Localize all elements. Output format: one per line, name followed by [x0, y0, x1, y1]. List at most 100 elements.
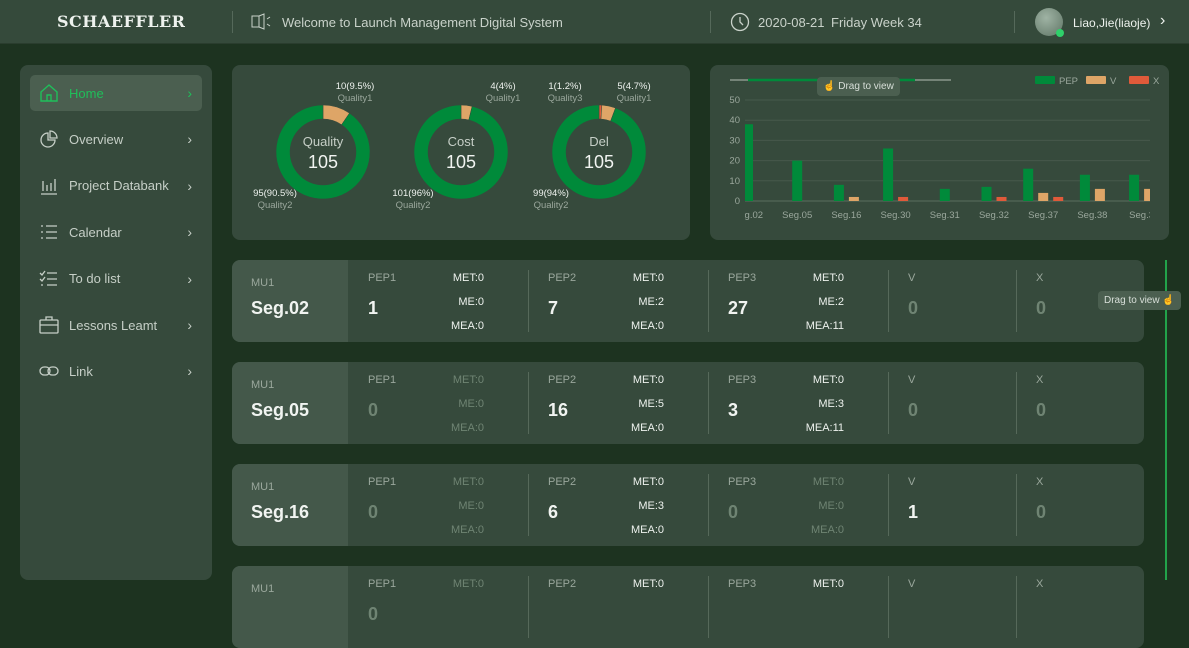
divider	[1016, 576, 1017, 638]
pep-value: 0	[368, 502, 379, 522]
sidebar-item-link[interactable]: Link ›	[30, 353, 202, 389]
divider	[710, 11, 711, 33]
hand-icon: ☝	[823, 81, 839, 92]
bar-v[interactable]	[848, 196, 859, 201]
x-label: X	[1036, 476, 1044, 488]
bar-pep[interactable]	[1023, 168, 1034, 201]
list-icon	[41, 225, 57, 239]
sidebar-item-project-databank[interactable]: Project Databank ›	[30, 168, 202, 204]
online-status-icon	[1056, 29, 1064, 37]
chevron-right-icon[interactable]: ›	[1160, 12, 1166, 29]
donut-slice[interactable]	[551, 104, 647, 200]
bar-x[interactable]	[996, 196, 1007, 201]
pep-label: PEP1	[368, 476, 397, 488]
bar-x[interactable]	[1053, 196, 1064, 201]
bar-pep[interactable]	[981, 186, 992, 201]
pep-label: PEP2	[548, 272, 577, 284]
sidebar-item-home[interactable]: Home ›	[30, 75, 202, 111]
legend-swatch[interactable]	[1035, 76, 1055, 84]
divider	[528, 474, 529, 536]
mea-value: MEA:11	[805, 320, 844, 332]
sidebar-item-label: Lessons Leamt	[69, 317, 158, 333]
bar-pep[interactable]	[939, 188, 950, 201]
slice-name-label: Quality2	[258, 200, 293, 211]
donut-slice[interactable]	[413, 104, 509, 200]
sidebar-item-overview[interactable]: Overview ›	[30, 121, 202, 157]
bar-chart: 0 10 20 30 40 50 Seg.02 Seg.05 Seg.16 Seg.30 Seg.3…	[729, 76, 1160, 221]
mea-value: MEA:0	[630, 320, 664, 332]
sidebar-item-lessons-leamt[interactable]: Lessons Leamt ›	[30, 307, 202, 343]
me-value: ME:2	[818, 296, 844, 308]
x-tick-label: Seg.02	[733, 210, 763, 221]
divider	[708, 270, 709, 332]
x-tick-label: Seg.05	[782, 210, 812, 221]
legend-label[interactable]: V	[1110, 76, 1117, 87]
v-label: V	[908, 374, 916, 386]
slice-value-label: 99(94%)	[533, 188, 569, 199]
pep-value: 0	[728, 502, 739, 522]
segment-row[interactable]: MU1 Seg.05 PEP1 0 MET:0 ME:0 MEA:0 PEP2 16…	[232, 362, 1144, 444]
segment-name: Seg.05	[251, 400, 310, 420]
sidebar-item-label: Home	[69, 85, 104, 101]
pep-label: PEP1	[368, 374, 397, 386]
divider	[708, 474, 709, 536]
pep-value: 16	[548, 400, 569, 420]
drag-tooltip[interactable]: ☝ Drag to view	[817, 77, 900, 96]
me-value: ME:2	[638, 296, 664, 308]
legend-swatch[interactable]	[1129, 76, 1149, 84]
bar-pep[interactable]	[792, 160, 803, 201]
legend-label[interactable]: X	[1153, 76, 1160, 87]
bar-x[interactable]	[898, 196, 909, 201]
slice-name-label: Quality1	[617, 93, 652, 104]
list-drag-tooltip[interactable]: Drag to view ☝	[1098, 291, 1181, 310]
bar-pep[interactable]	[883, 148, 894, 201]
bar-pep[interactable]	[1129, 174, 1140, 201]
met-value: MET:0	[452, 578, 484, 590]
pep-label: PEP3	[728, 578, 757, 590]
x-label: X	[1036, 272, 1044, 284]
sidebar-item-label: Project Databank	[69, 178, 169, 194]
bar-pep[interactable]	[1079, 174, 1090, 201]
donut-title: Quality	[303, 134, 344, 149]
chevron-right-icon: ›	[187, 224, 192, 241]
divider	[528, 270, 529, 332]
mea-value: MEA:11	[805, 422, 844, 434]
bar-v[interactable]	[1038, 192, 1049, 201]
scrollbar[interactable]	[1165, 260, 1167, 580]
pep-label: PEP2	[548, 578, 577, 590]
slice-name-label: Quality1	[338, 93, 373, 104]
me-value: ME:0	[818, 500, 844, 512]
pep-label: PEP2	[548, 476, 577, 488]
legend-swatch[interactable]	[1086, 76, 1106, 84]
bar-pep[interactable]	[833, 184, 844, 201]
donut-total: 105	[584, 152, 614, 172]
v-label: V	[908, 578, 916, 590]
sidebar-item-to-do-list[interactable]: To do list ›	[30, 261, 202, 297]
segment-row[interactable]: MU1 Seg.02 PEP1 1 MET:0 ME:0 MEA:0 PEP2 7 …	[232, 260, 1144, 342]
chevron-right-icon: ›	[187, 131, 192, 148]
legend-label[interactable]: PEP	[1059, 76, 1078, 87]
avatar[interactable]	[1035, 8, 1064, 37]
met-value: MET:0	[632, 272, 664, 284]
segment-row[interactable]: MU1 PEP1 0 MET:0 PEP2 MET:0 PEP3 MET:0 V X	[232, 566, 1144, 648]
y-tick-label: 30	[729, 135, 740, 146]
slice-name-label: Quality2	[534, 200, 569, 211]
pep-value: 3	[728, 400, 739, 420]
donut-slice[interactable]	[275, 104, 371, 200]
user-name[interactable]: Liao,Jie(liaoje)	[1073, 16, 1151, 30]
y-tick-label: 20	[729, 156, 740, 167]
slice-value-label: 4(4%)	[490, 81, 515, 92]
mea-value: MEA:0	[810, 524, 844, 536]
met-value: MET:0	[452, 272, 484, 284]
pep-value: 7	[548, 298, 559, 318]
bar-v[interactable]	[1144, 188, 1154, 201]
tooltip-text: Drag to view	[838, 81, 894, 92]
mu-label: MU1	[251, 379, 275, 391]
divider	[1016, 474, 1017, 536]
bar-v[interactable]	[1094, 188, 1105, 201]
slice-value-label: 5(4.7%)	[617, 81, 650, 92]
sidebar-item-calendar[interactable]: Calendar ›	[30, 214, 202, 250]
v-value: 1	[908, 502, 919, 522]
bar-pep[interactable]	[743, 124, 753, 201]
segment-row[interactable]: MU1 Seg.16 PEP1 0 MET:0 ME:0 MEA:0 PEP2 6 …	[232, 464, 1144, 546]
